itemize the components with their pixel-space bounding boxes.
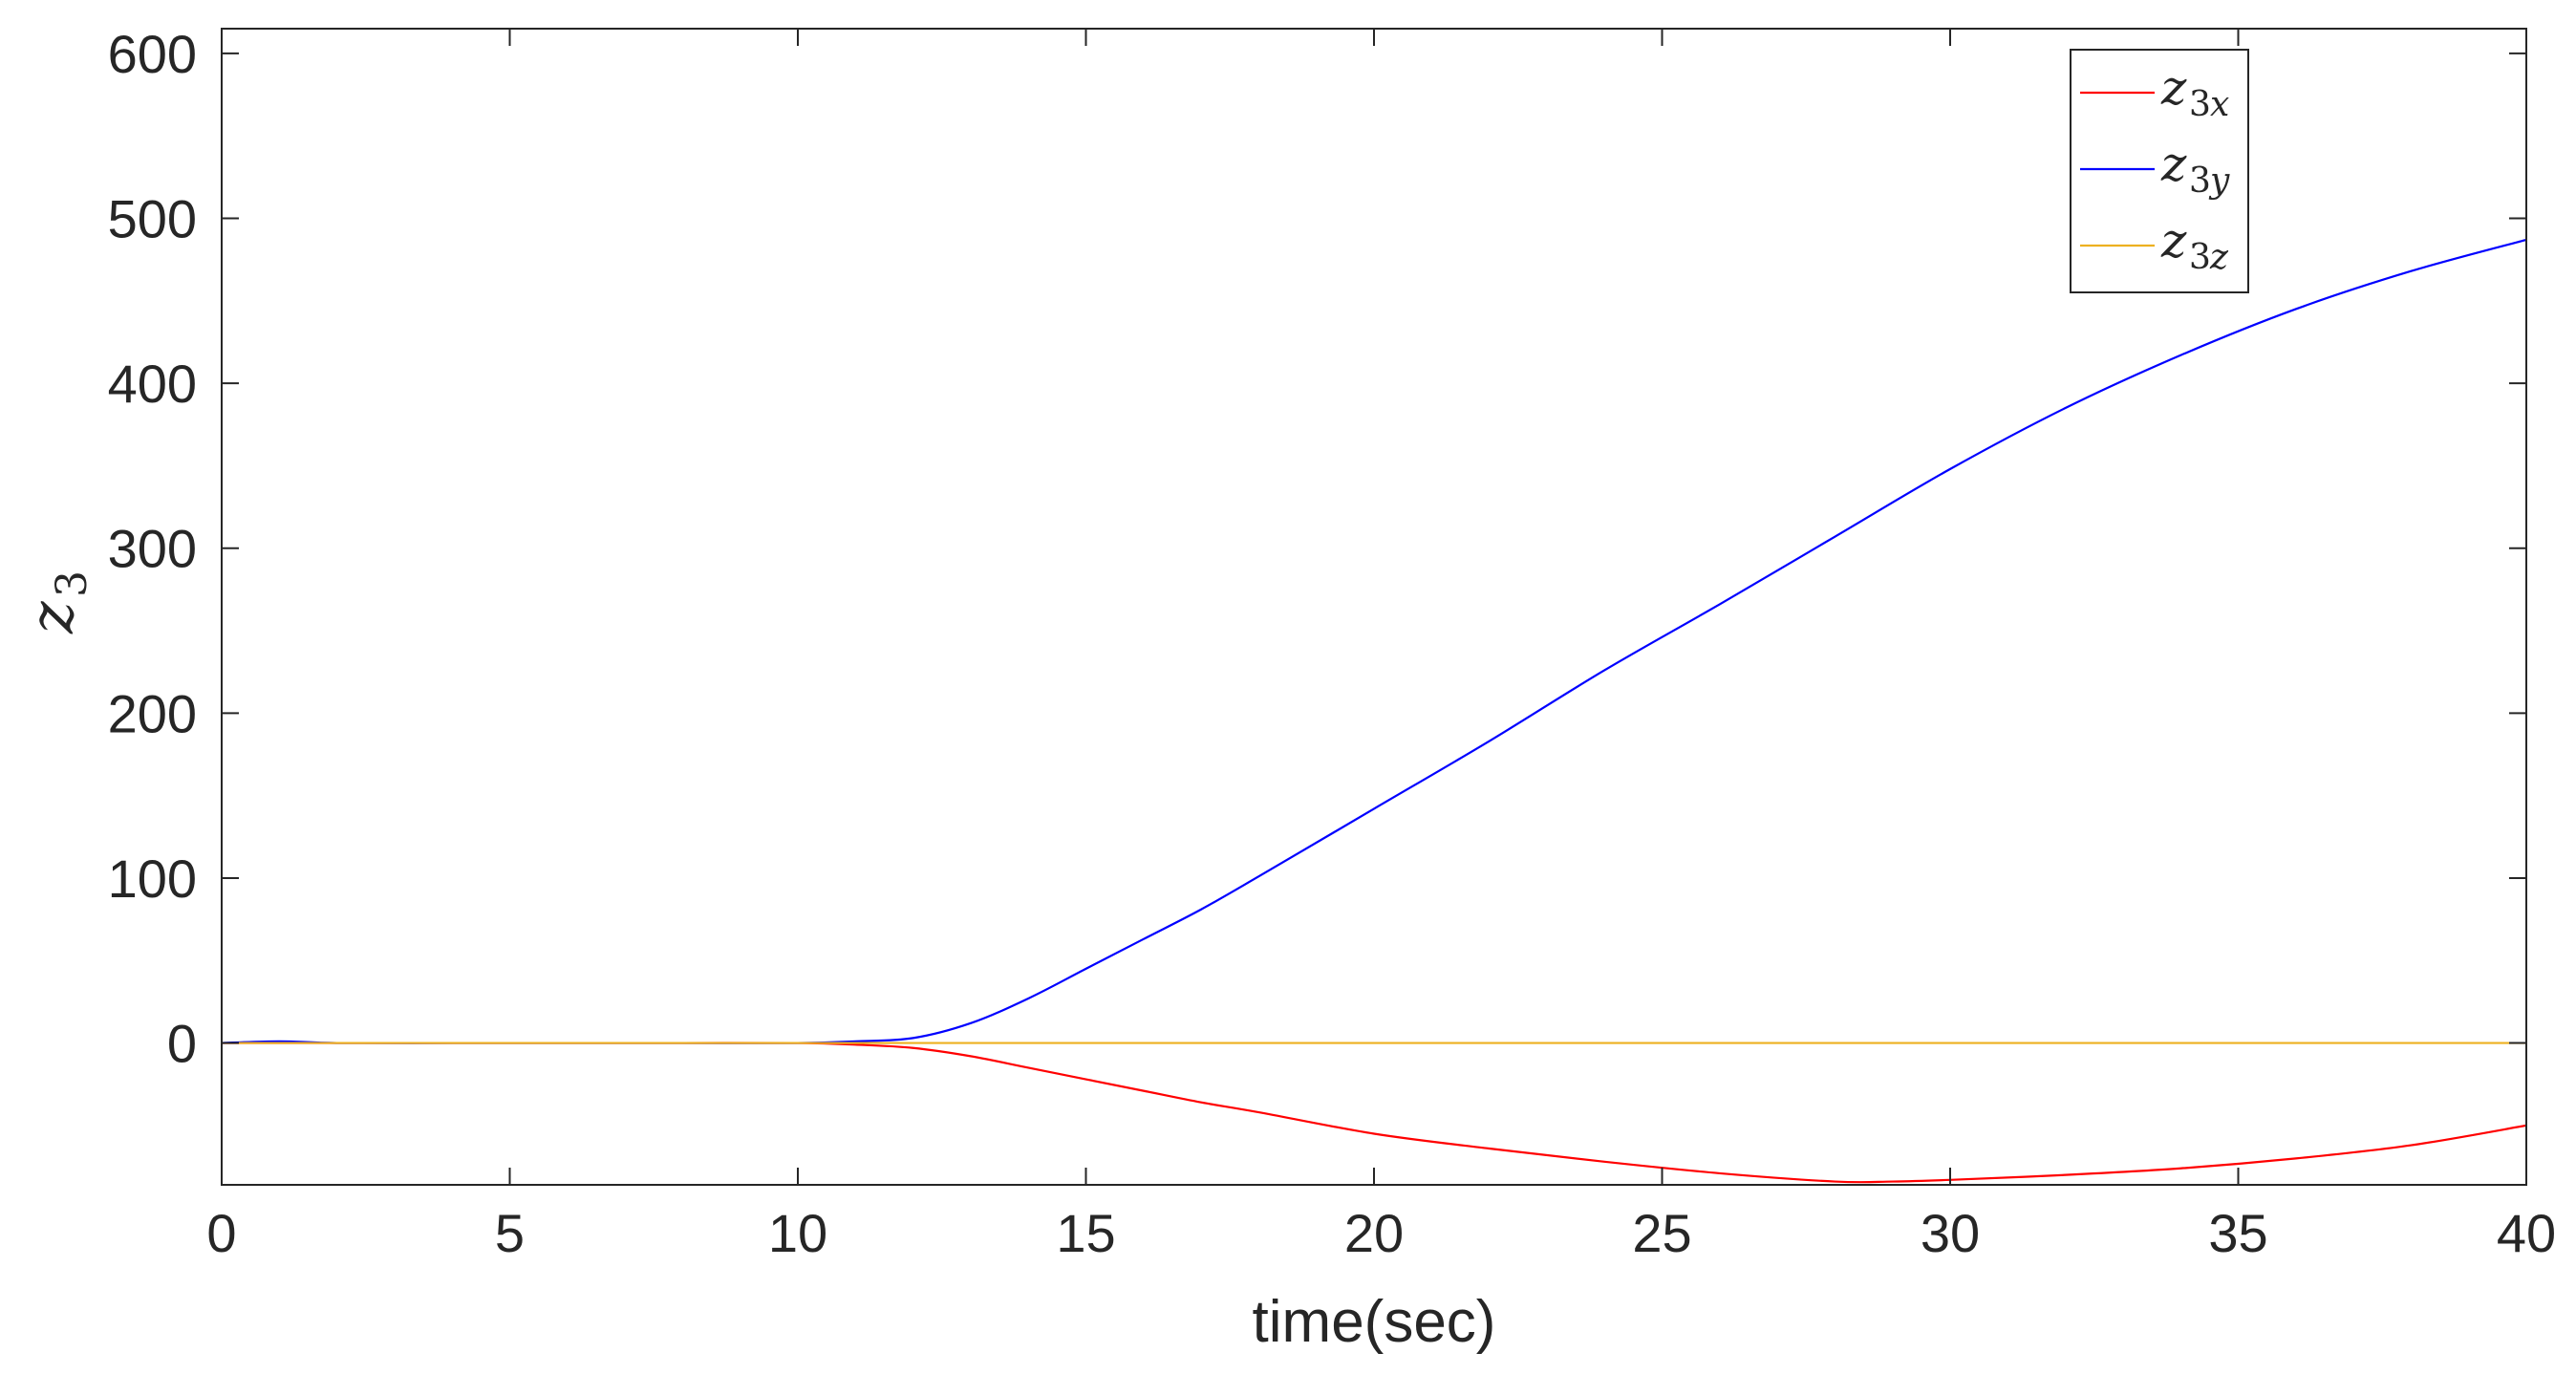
x-tick-label: 25 [1632, 1203, 1691, 1263]
x-tick-label: 35 [2208, 1203, 2267, 1263]
legend-label-sub: 3 [2189, 85, 2211, 124]
labels-layer: 0 5 10 15 20 25 30 35 400100200300400500600time(… [17, 24, 2556, 1355]
x-tick-label: 20 [1344, 1203, 1404, 1263]
y-tick-label: 0 [167, 1014, 197, 1074]
x-tick-label: 30 [1921, 1203, 1980, 1263]
y-axis-title: z3 [17, 570, 97, 634]
legend-label-sub: 3 [2189, 238, 2211, 277]
y-tick-label: 200 [108, 683, 197, 743]
legend-label-base: z [2160, 213, 2187, 268]
y-tick-label: 400 [108, 354, 197, 414]
legend-box [2070, 49, 2249, 293]
legend-label-sub-italic: x [2210, 85, 2229, 124]
legend-label-base: z [2160, 137, 2187, 192]
legend: z 3 xz 3 yz 3 z [2070, 49, 2249, 293]
axes-layer [221, 28, 2527, 1186]
legend-label-base: z [2160, 60, 2187, 116]
x-tick-label: 40 [2497, 1203, 2556, 1263]
y-tick-label: 100 [108, 848, 197, 909]
legend-label-sub: 3 [2189, 161, 2211, 201]
x-tick-label: 15 [1056, 1203, 1115, 1263]
legend-label-sub-italic: y [2208, 161, 2230, 201]
y-tick-label: 300 [108, 519, 197, 579]
x-tick-label: 0 [206, 1203, 236, 1263]
y-axis-title-sub: 3 [48, 570, 97, 597]
y-axis-title-base: z [17, 600, 88, 634]
x-tick-label: 5 [495, 1203, 525, 1263]
legend-label-sub-italic: z [2209, 238, 2229, 277]
y-tick-label: 600 [108, 24, 197, 84]
x-tick-label: 10 [768, 1203, 827, 1263]
x-axis-title: time(sec) [1253, 1289, 1496, 1355]
y-tick-label: 500 [108, 189, 197, 249]
